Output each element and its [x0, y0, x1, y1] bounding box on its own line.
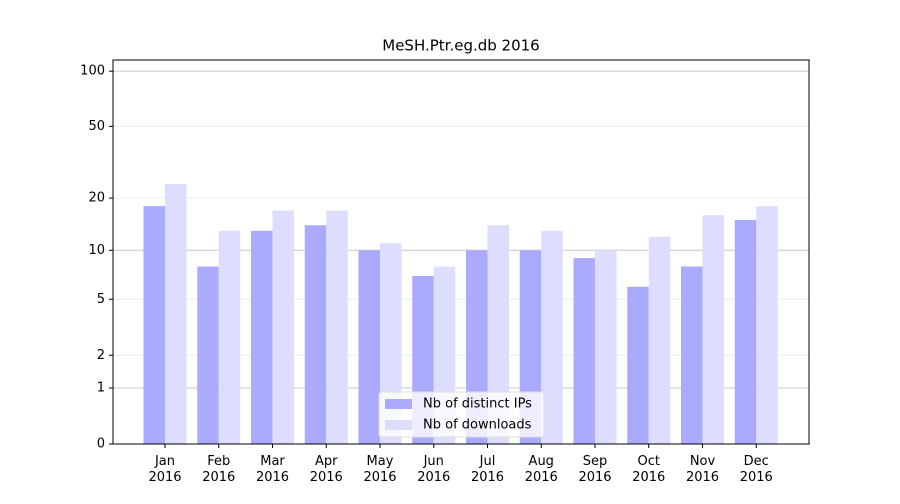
bar: [648, 236, 671, 444]
x-tick-label: May 2016: [363, 454, 396, 485]
bar: [197, 266, 219, 444]
bar: [627, 286, 649, 444]
plot-frame: [112, 59, 810, 445]
bar: [702, 215, 724, 444]
x-tick-label: Aug 2016: [525, 454, 558, 485]
bar: [251, 230, 273, 444]
bar: [358, 250, 380, 444]
bar: [143, 206, 165, 444]
x-tick-label: Jan 2016: [148, 454, 181, 485]
legend: [378, 391, 545, 438]
y-tick-label: 100: [80, 64, 105, 79]
bar: [573, 257, 595, 444]
y-tick-label: 10: [88, 243, 105, 258]
y-tick-label: 1: [97, 381, 105, 396]
x-tick-label: Sep 2016: [578, 454, 611, 485]
x-tick-label: Jul 2016: [471, 454, 504, 485]
x-tick-label: Feb 2016: [202, 454, 235, 485]
x-tick-label: Nov 2016: [686, 454, 719, 485]
legend-label: Nb of downloads: [423, 418, 532, 433]
bar: [165, 183, 187, 444]
bar: [487, 225, 509, 444]
bar: [756, 206, 778, 444]
y-tick-label: 2: [97, 348, 105, 363]
bar: [595, 250, 617, 444]
y-tick-label: 20: [88, 191, 105, 206]
x-tick-label: Apr 2016: [310, 454, 343, 485]
bar: [326, 210, 348, 444]
legend-label: Nb of distinct IPs: [423, 397, 532, 412]
legend-swatch: [385, 420, 412, 430]
bar: [734, 220, 757, 444]
bar: [218, 230, 241, 444]
legend-swatch: [385, 399, 412, 409]
bar: [681, 266, 703, 444]
bar: [272, 210, 294, 444]
bar: [304, 225, 327, 444]
x-tick-label: Dec 2016: [740, 454, 773, 485]
y-tick-label: 5: [97, 292, 105, 307]
y-tick-label: 0: [97, 437, 105, 452]
x-tick-label: Oct 2016: [632, 454, 665, 485]
chart-title: MeSH.Ptr.eg.db 2016: [382, 37, 539, 55]
x-tick-label: Jun 2016: [417, 454, 450, 485]
x-tick-label: Mar 2016: [256, 454, 289, 485]
y-tick-label: 50: [88, 119, 105, 134]
bar: [541, 230, 563, 444]
